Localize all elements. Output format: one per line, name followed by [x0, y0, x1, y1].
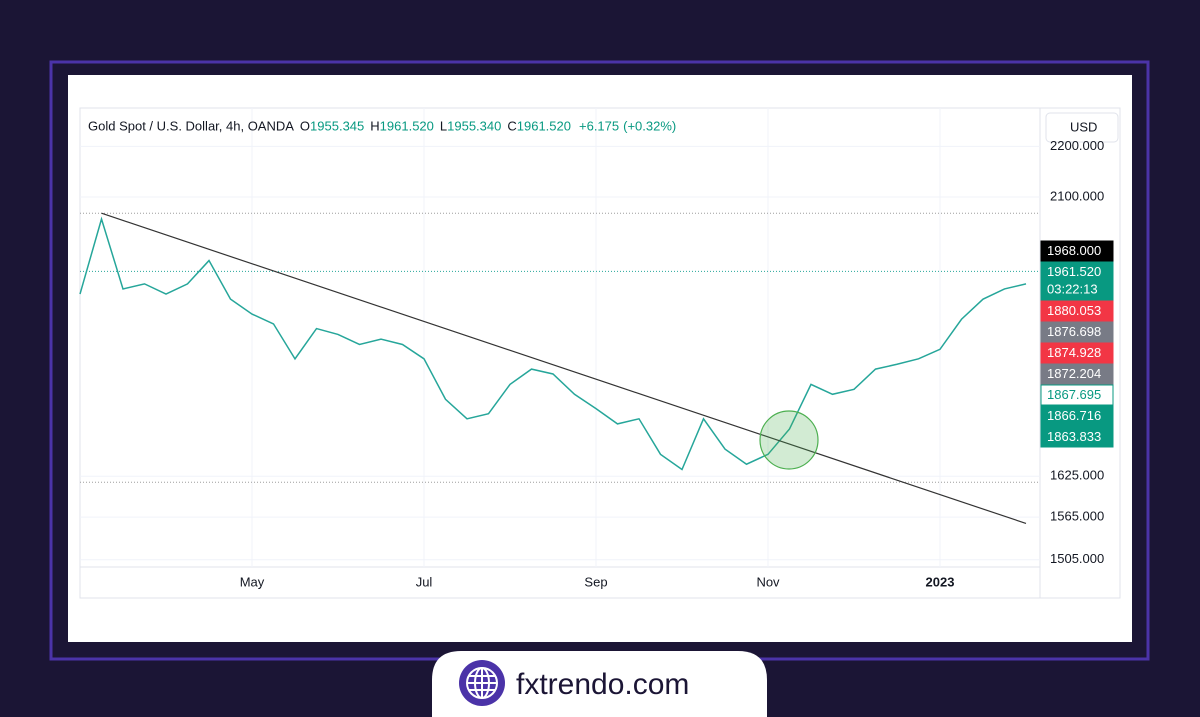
currency: USD — [1070, 119, 1097, 134]
x-tick-label: 2023 — [926, 574, 955, 589]
price-label-box — [1040, 321, 1114, 343]
price-axis: 1505.000 1565.000 1625.000 2100.000 2200.000… — [240, 138, 1114, 589]
grid — [80, 108, 1040, 567]
ohlc-value: 1955.340 — [447, 118, 501, 133]
price-label: 1880.053 — [1047, 303, 1101, 318]
x-tick-label: Sep — [584, 574, 607, 589]
price-label-box — [1040, 363, 1114, 385]
y-tick-label: 1505.000 — [1050, 551, 1104, 566]
price-label: 1863.833 — [1047, 429, 1101, 444]
price-sublabel: 03:22:13 — [1047, 281, 1098, 296]
symbol: Gold Spot / U.S. Dollar, 4h, OANDA — [88, 118, 294, 133]
plot — [79, 212, 1040, 525]
price-label-box — [1040, 405, 1114, 427]
x-tick-label: Nov — [756, 574, 780, 589]
price-label: 1961.520 — [1047, 264, 1101, 279]
x-tick-label: Jul — [416, 574, 433, 589]
ohlc-value: 1961.520 — [517, 118, 571, 133]
price-label-box — [1040, 342, 1114, 364]
ohlc-key: O — [300, 118, 310, 133]
price-label-box — [1040, 300, 1114, 322]
price-label: 1866.716 — [1047, 408, 1101, 423]
ohlc-value: 1955.345 — [310, 118, 364, 133]
chart-border — [79, 107, 1121, 599]
price-label-box — [1040, 240, 1114, 262]
y-tick-label: 2100.000 — [1050, 188, 1104, 203]
price-label-box — [1040, 426, 1114, 448]
ohlc-key: L — [440, 118, 447, 133]
ohlc-key: H — [370, 118, 379, 133]
highlight-circle — [759, 410, 819, 470]
price-label: 1874.928 — [1047, 345, 1101, 360]
ohlc-key: C — [507, 118, 516, 133]
currency-button[interactable] — [1045, 112, 1119, 143]
x-tick-label: May — [240, 574, 265, 589]
change-percent: (+0.32%) — [623, 118, 676, 133]
ohlc-value: 1961.520 — [380, 118, 434, 133]
legend-header: Gold Spot / U.S. Dollar, 4h, OANDA O 1955.… — [88, 118, 676, 133]
change: +6.175 — [579, 118, 619, 133]
price-label: 1872.204 — [1047, 366, 1101, 381]
panel — [68, 75, 1132, 642]
y-tick-label: 2200.000 — [1050, 138, 1104, 153]
price-label: 1968.000 — [1047, 243, 1101, 258]
y-tick-label: 1625.000 — [1050, 468, 1104, 483]
globe-icon — [459, 660, 505, 706]
trendline — [101, 212, 1027, 525]
price-label: 1867.695 — [1047, 387, 1101, 402]
price-label-box — [1040, 261, 1114, 301]
price-label: 1876.698 — [1047, 324, 1101, 339]
brand-pill — [432, 651, 767, 717]
y-tick-label: 1565.000 — [1050, 509, 1104, 524]
brand: fxtrendo.com — [516, 668, 689, 701]
price-label-box — [1040, 384, 1114, 406]
price-line — [79, 216, 1027, 471]
